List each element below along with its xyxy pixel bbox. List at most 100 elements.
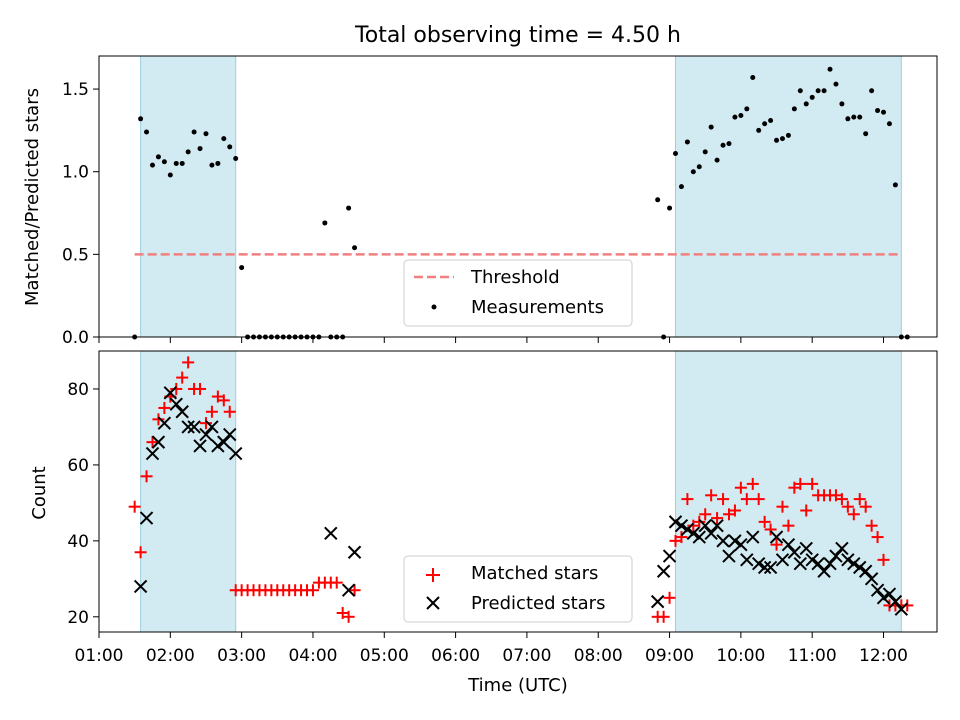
measurement-point: [738, 113, 744, 119]
observing-window: [674, 350, 902, 633]
x-tick-label: 10:00: [716, 646, 765, 666]
measurement-point: [845, 116, 851, 122]
measurement-point: [149, 162, 155, 168]
observing-window: [674, 55, 902, 338]
measurement-point: [233, 155, 239, 161]
marker-stroke: [870, 583, 885, 597]
bottom-y-axis-label: Count: [29, 466, 50, 519]
marker-stroke: [187, 420, 201, 434]
top-y-axis-label: Matched/Predicted stars: [22, 88, 43, 306]
measurement-point: [744, 106, 750, 112]
marker-stroke: [882, 587, 897, 601]
matched-star-marker: [728, 504, 741, 517]
measurement-point: [684, 139, 690, 145]
marker-stroke: [145, 446, 160, 461]
marker-stroke: [217, 435, 231, 449]
matched-star-marker: [681, 493, 694, 506]
marker-stroke: [193, 439, 207, 453]
matched-star-marker: [223, 405, 236, 418]
predicted-star-marker: [817, 564, 831, 578]
predicted-star-markers: [133, 386, 909, 616]
bottom-y-ticks: 20 40 60 80: [67, 380, 99, 628]
measurement-point: [857, 114, 863, 120]
predicted-star-marker: [829, 549, 843, 563]
matched-star-marker: [859, 500, 872, 513]
measurement-point: [785, 132, 791, 138]
matched-star-marker: [770, 538, 783, 551]
marker-stroke: [864, 572, 879, 586]
marker-stroke: [787, 545, 802, 559]
measurement-point: [138, 116, 144, 122]
predicted-star-marker: [763, 560, 778, 575]
matched-star-marker: [182, 356, 195, 369]
measurement-point: [215, 160, 221, 166]
measurement-point: [197, 146, 203, 152]
matched-star-marker: [776, 500, 789, 513]
predicted-star-marker: [151, 435, 166, 449]
predicted-star-marker: [876, 591, 891, 605]
matched-star-marker: [199, 417, 212, 430]
measurement-point: [833, 81, 839, 87]
predicted-star-marker: [722, 549, 736, 563]
matched-star-marker: [764, 523, 777, 536]
matched-star-marker: [306, 584, 319, 597]
measurement-point: [892, 182, 898, 188]
measurement-point: [863, 131, 869, 137]
matched-star-marker: [711, 512, 724, 525]
marker-stroke: [680, 522, 695, 537]
legend-matched-swatch: [426, 568, 440, 582]
marker-stroke: [656, 564, 671, 578]
predicted-star-marker: [211, 439, 225, 453]
matched-star-marker: [752, 493, 765, 506]
marker-stroke: [835, 541, 849, 556]
matched-star-marker: [835, 493, 848, 506]
predicted-star-marker: [751, 556, 766, 571]
predicted-star-marker: [710, 518, 724, 533]
bottom-axes-frame: [98, 350, 938, 633]
matched-star-marker: [170, 382, 183, 395]
matched-star-marker: [194, 382, 207, 395]
matched-star-marker: [330, 576, 343, 589]
measurement-point: [797, 88, 803, 94]
measurement-point: [839, 101, 845, 107]
legend-measurements-swatch: [431, 304, 437, 310]
predicted-star-marker: [811, 556, 825, 571]
y-tick-label: 20: [67, 608, 89, 628]
measurement-point: [827, 66, 833, 72]
measurement-point: [179, 160, 185, 166]
y-tick-label: 0.0: [62, 328, 89, 348]
marker-stroke: [793, 556, 808, 571]
predicted-star-marker: [769, 530, 784, 544]
matched-star-marker: [705, 489, 718, 502]
predicted-star-marker: [199, 427, 213, 442]
matched-star-marker: [134, 546, 147, 559]
matched-star-marker: [800, 504, 813, 517]
predicted-star-marker: [823, 556, 837, 571]
predicted-star-marker: [882, 587, 897, 601]
marker-stroke: [228, 446, 243, 461]
measurement-point: [779, 136, 785, 142]
measurement-point: [191, 129, 197, 135]
predicted-star-marker: [775, 553, 790, 567]
measurement-point: [203, 131, 209, 137]
measurement-point: [708, 124, 714, 130]
marker-stroke: [133, 579, 148, 594]
predicted-star-marker: [847, 556, 861, 571]
x-tick-label: 12:00: [859, 646, 908, 666]
measurement-point: [762, 121, 768, 127]
x-tick-label: 09:00: [645, 646, 694, 666]
marker-stroke: [799, 541, 813, 556]
marker-stroke: [347, 545, 362, 559]
matched-star-marker: [782, 519, 795, 532]
marker-stroke: [894, 602, 909, 616]
marker-stroke: [223, 427, 237, 442]
marker-stroke: [157, 416, 172, 430]
bottom-legend: Matched stars Predicted stars: [403, 555, 633, 623]
matched-star-marker: [158, 401, 171, 414]
marker-stroke: [769, 530, 784, 544]
predicted-star-marker: [686, 526, 701, 540]
marker-stroke: [829, 549, 843, 563]
y-tick-label: 40: [67, 532, 89, 552]
top-legend-box: [403, 259, 633, 327]
